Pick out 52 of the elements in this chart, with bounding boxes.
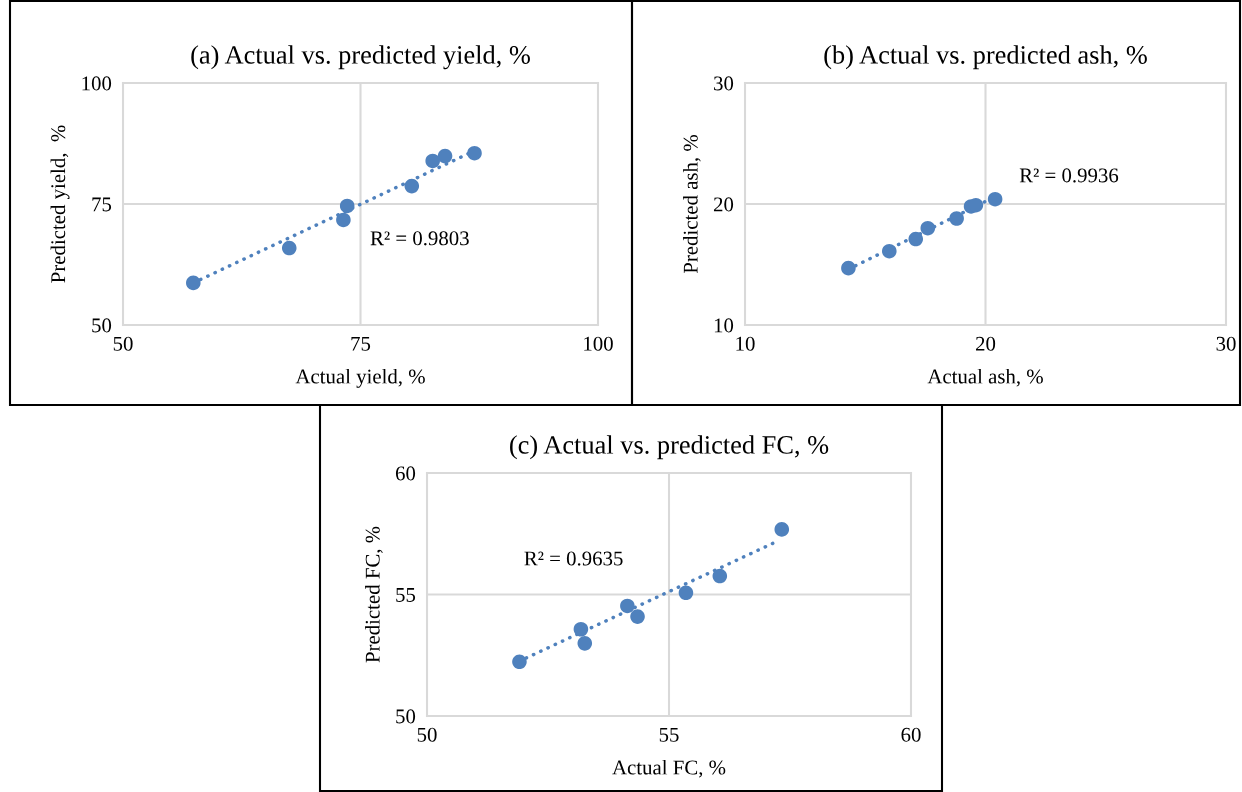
point bbox=[920, 220, 936, 236]
point bbox=[573, 621, 589, 637]
point bbox=[404, 178, 420, 194]
x-tick-label: 30 bbox=[1216, 336, 1236, 351]
point bbox=[630, 609, 645, 624]
point bbox=[281, 240, 297, 256]
chart-title: (b) Actual vs. predicted ash, % bbox=[824, 45, 1147, 70]
x-tick-label: 10 bbox=[736, 336, 755, 351]
y-tick-label: 60 bbox=[395, 466, 416, 481]
chart-title: (c) Actual vs. predicted FC, % bbox=[510, 435, 829, 460]
annotation: R² = 0.9803 bbox=[370, 231, 469, 246]
x-axis-title: Actual yield, % bbox=[295, 368, 425, 388]
y-tick-label: 50 bbox=[92, 318, 112, 333]
x-tick-label: 60 bbox=[901, 727, 921, 742]
point bbox=[987, 191, 1003, 207]
y-tick-label: 20 bbox=[713, 197, 734, 212]
y-tick-label: 30 bbox=[714, 76, 734, 91]
annotation: R² = 0.9936 bbox=[1019, 168, 1119, 183]
x-axis-title: Actual FC, % bbox=[612, 759, 726, 778]
point bbox=[467, 145, 482, 161]
point bbox=[437, 148, 453, 164]
point bbox=[841, 260, 856, 276]
y-tick-label: 50 bbox=[396, 709, 416, 724]
x-axis-title: Actual ash, % bbox=[927, 368, 1043, 387]
point bbox=[336, 212, 351, 228]
point bbox=[678, 585, 694, 601]
point bbox=[712, 568, 728, 584]
point bbox=[577, 636, 593, 651]
point bbox=[512, 654, 527, 670]
annotation: R² = 0.9635 bbox=[524, 551, 623, 566]
x-tick-label: 50 bbox=[113, 336, 133, 351]
y-axis-title: Predicted ash, % bbox=[683, 135, 701, 274]
y-axis-title: Predicted yield, % bbox=[50, 125, 70, 283]
point bbox=[774, 522, 790, 537]
x-tick-label: 50 bbox=[417, 727, 437, 742]
point bbox=[882, 243, 897, 259]
point bbox=[620, 598, 635, 614]
x-tick-label: 100 bbox=[584, 336, 613, 351]
point bbox=[908, 231, 924, 247]
point bbox=[339, 198, 355, 214]
point bbox=[949, 211, 964, 226]
chart-title: (a) Actual vs. predicted yield, % bbox=[191, 45, 530, 70]
x-tick-label: 75 bbox=[351, 336, 371, 351]
y-tick-label: 100 bbox=[82, 76, 112, 91]
y-tick-label: 55 bbox=[396, 588, 416, 602]
point bbox=[186, 275, 201, 291]
x-tick-label: 55 bbox=[659, 727, 679, 742]
y-tick-label: 10 bbox=[714, 318, 734, 333]
point bbox=[425, 153, 440, 169]
y-tick-label: 75 bbox=[92, 197, 112, 212]
x-tick-label: 20 bbox=[976, 336, 996, 351]
y-axis-title: Predicted FC, % bbox=[365, 526, 383, 663]
